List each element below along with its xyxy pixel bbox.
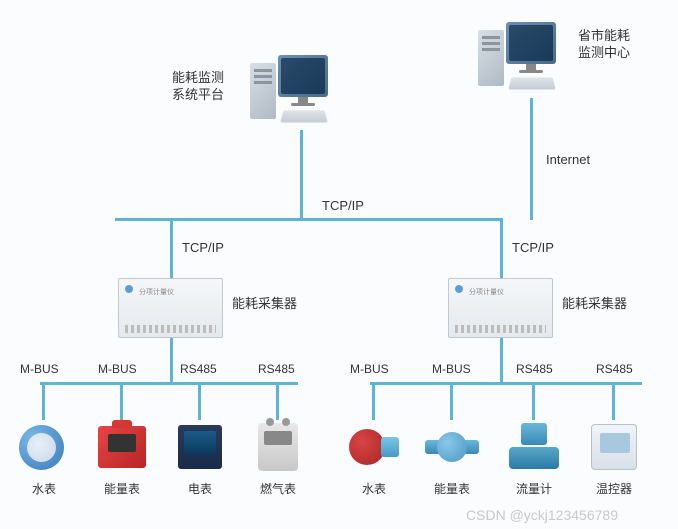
device-gas-meter xyxy=(248,420,308,475)
tcpip-left-label: TCP/IP xyxy=(182,240,224,257)
device-thermostat xyxy=(584,420,644,475)
device-electric-meter xyxy=(170,420,230,475)
device-turbine-meter-label: 能量表 xyxy=(422,480,482,497)
watermark: CSDN @yckj123456789 xyxy=(466,507,618,523)
server-right-label: 省市能耗监测中心 xyxy=(578,28,630,62)
device-water-meter-label: 水表 xyxy=(14,480,74,497)
line-collector-right-down xyxy=(500,338,503,382)
tcpip-top-label: TCP/IP xyxy=(322,198,364,215)
drop-l4 xyxy=(276,382,279,420)
drop-r3 xyxy=(532,382,535,420)
line-collector-left-down xyxy=(170,338,173,382)
device-water-meter-2 xyxy=(344,420,404,475)
line-server-left-down xyxy=(300,130,303,220)
device-energy-meter-label: 能量表 xyxy=(92,480,152,497)
collector-right-label: 能耗采集器 xyxy=(562,296,627,313)
proto-l1: M-BUS xyxy=(20,362,59,376)
drop-l1 xyxy=(42,382,45,420)
server-right xyxy=(478,22,568,112)
drop-l2 xyxy=(120,382,123,420)
device-flow-meter xyxy=(504,420,564,475)
line-drop-left xyxy=(170,218,173,278)
proto-l2: M-BUS xyxy=(98,362,137,376)
proto-r3: RS485 xyxy=(516,362,553,376)
drop-r4 xyxy=(612,382,615,420)
device-flow-meter-label: 流量计 xyxy=(504,480,564,497)
bus-proto-left xyxy=(40,382,298,385)
line-server-right-down xyxy=(530,98,533,220)
proto-r1: M-BUS xyxy=(350,362,389,376)
device-thermostat-label: 温控器 xyxy=(584,480,644,497)
device-water-meter xyxy=(14,420,74,475)
server-left xyxy=(250,55,340,145)
drop-l3 xyxy=(198,382,201,420)
bus-main xyxy=(115,218,503,221)
internet-label: Internet xyxy=(546,152,590,169)
device-turbine-meter xyxy=(422,420,482,475)
collector-left: 分项计量仪 xyxy=(118,278,223,338)
device-gas-meter-label: 燃气表 xyxy=(248,480,308,497)
collector-left-label: 能耗采集器 xyxy=(232,296,297,313)
device-electric-meter-label: 电表 xyxy=(170,480,230,497)
proto-l3: RS485 xyxy=(180,362,217,376)
proto-l4: RS485 xyxy=(258,362,295,376)
server-left-label: 能耗监测系统平台 xyxy=(172,70,224,104)
tcpip-right-label: TCP/IP xyxy=(512,240,554,257)
device-energy-meter xyxy=(92,420,152,475)
drop-r1 xyxy=(372,382,375,420)
drop-r2 xyxy=(450,382,453,420)
bus-proto-right xyxy=(370,382,642,385)
device-water-meter-2-label: 水表 xyxy=(344,480,404,497)
proto-r2: M-BUS xyxy=(432,362,471,376)
collector-right: 分项计量仪 xyxy=(448,278,553,338)
proto-r4: RS485 xyxy=(596,362,633,376)
line-drop-right xyxy=(500,218,503,278)
